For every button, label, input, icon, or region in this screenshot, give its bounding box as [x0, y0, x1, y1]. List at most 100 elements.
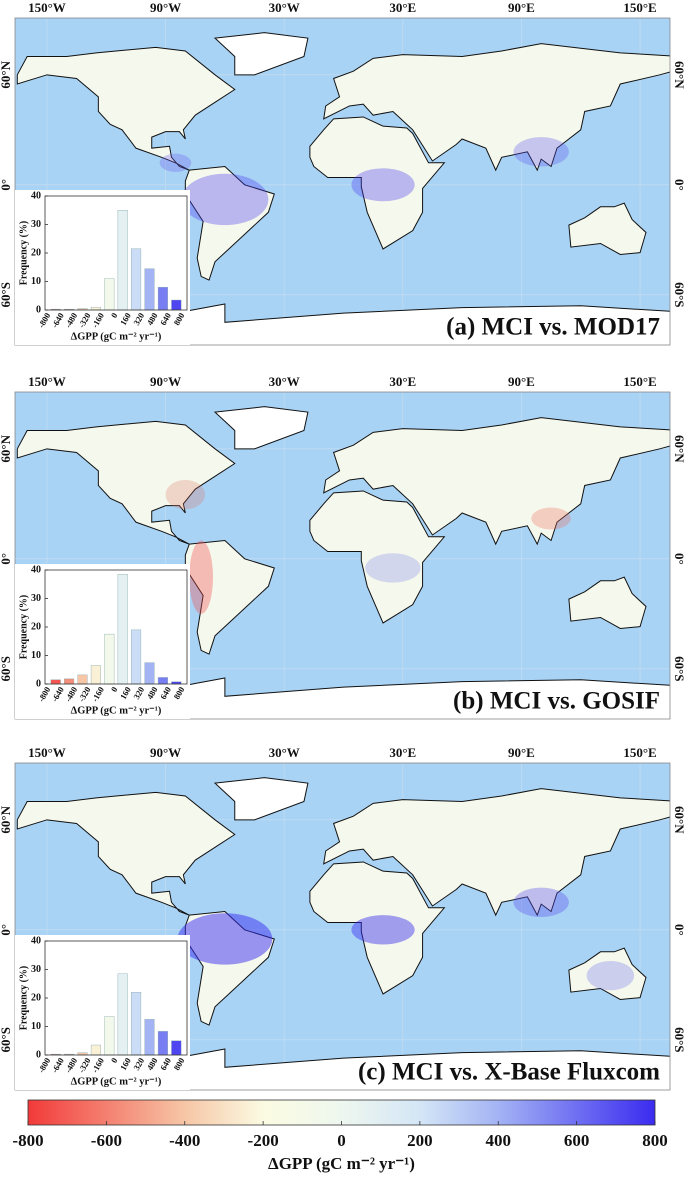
x-tick-label: 0 [109, 1056, 120, 1065]
colorbar [27, 1099, 656, 1126]
y-tick-label: 10 [31, 276, 41, 287]
gpp-patch [531, 507, 571, 530]
colorbar-tick-label: 200 [407, 1131, 433, 1150]
lon-label: 30°W [269, 745, 300, 760]
inset-background [15, 935, 190, 1090]
map-frame [14, 391, 671, 720]
lat-label: 60°S [672, 656, 685, 681]
bar [104, 633, 115, 685]
y-tick-label: 40 [31, 935, 41, 946]
y-tick-label: 30 [31, 593, 41, 604]
lat-label: 0° [672, 179, 685, 191]
x-axis-label: ΔGPP (gC m⁻² yr⁻¹) [71, 1076, 162, 1087]
continent [309, 116, 446, 250]
y-axis-label: Frequency (%) [18, 595, 29, 660]
lon-label: 150°W [28, 374, 66, 389]
lon-label: 90°W [150, 0, 181, 15]
continent [568, 947, 647, 1000]
lat-label: 60°S [672, 1027, 685, 1052]
gpp-patch [165, 479, 206, 510]
lat-label: 0° [0, 924, 13, 936]
continent [16, 420, 236, 545]
bar [90, 306, 101, 311]
panel-title: (b) MCI vs. GOSIF [453, 688, 660, 715]
x-axis-label: ΔGPP (gC m⁻² yr⁻¹) [71, 331, 162, 342]
lat-label: 60°N [672, 806, 685, 834]
bar [171, 299, 182, 311]
lat-label: 60°N [672, 435, 685, 463]
lat-label: 60°N [0, 434, 13, 462]
gpp-patch [586, 960, 635, 991]
bar [104, 278, 115, 311]
bar [144, 268, 155, 311]
gpp-patch [513, 887, 569, 917]
y-tick-label: 20 [31, 992, 41, 1003]
bar [90, 665, 101, 685]
bar [117, 574, 128, 685]
bar [131, 629, 142, 685]
colorbar-tick-label: 800 [642, 1131, 668, 1150]
bar [157, 1031, 168, 1056]
y-tick-label: 20 [31, 621, 41, 632]
colorbar-tick-label: -600 [91, 1131, 122, 1150]
plot-frame [44, 569, 188, 685]
plot-frame [44, 940, 188, 1056]
continent [309, 490, 446, 624]
y-tick-label: 20 [31, 247, 41, 258]
lat-label: 0° [672, 924, 685, 936]
y-tick-label: 10 [31, 1021, 41, 1032]
gpp-patch [177, 913, 273, 965]
lon-label: 90°E [508, 745, 535, 760]
map-frame [14, 17, 671, 346]
x-tick-label: 0 [109, 685, 120, 694]
colorbar-tick-label: 0 [337, 1131, 346, 1150]
lon-label: 90°E [508, 374, 535, 389]
bar [131, 992, 142, 1056]
continent [16, 791, 236, 916]
gpp-patch [365, 553, 421, 583]
lat-label: 60°N [672, 61, 685, 89]
bar [171, 1040, 182, 1056]
lat-label: 60°N [0, 805, 13, 833]
y-tick-label: 10 [31, 650, 41, 661]
y-tick-label: 40 [31, 190, 41, 201]
gpp-patch [159, 153, 192, 172]
inset-background [15, 190, 190, 345]
bar [117, 210, 128, 311]
panel-title: (a) MCI vs. MOD17 [446, 314, 660, 341]
lon-label: 90°W [150, 374, 181, 389]
continent [568, 576, 647, 629]
bar [50, 679, 61, 685]
lon-label: 30°E [389, 745, 416, 760]
lon-label: 30°W [269, 374, 300, 389]
lat-label: 0° [0, 179, 13, 191]
colorbar-tick-label: -400 [169, 1131, 200, 1150]
continent [16, 46, 236, 171]
continent [568, 202, 647, 255]
gpp-patch [181, 173, 269, 226]
lon-label: 30°E [389, 0, 416, 15]
colorbar-tick-label: 600 [564, 1131, 590, 1150]
plot-frame [44, 195, 188, 311]
map-panel: 150°W 90°W 30°W 30°E 90°E 150°E 60°N 60°N 0° 0° 60… [0, 374, 685, 720]
lat-label: 60°S [0, 656, 13, 681]
gpp-patch [513, 137, 569, 167]
bar [64, 678, 75, 685]
bar [144, 662, 155, 685]
inset-background [15, 564, 190, 719]
map-panel: 150°W 90°W 30°W 30°E 90°E 150°E 60°N 60°N 0° 0° 60… [0, 0, 685, 346]
colorbar-tick-label: -800 [12, 1131, 43, 1150]
bar [131, 248, 142, 311]
bar [157, 287, 168, 311]
bar [144, 1019, 155, 1056]
lon-label: 150°W [28, 745, 66, 760]
y-axis-label: Frequency (%) [18, 221, 29, 286]
colorbar-label: ΔGPP (gC m⁻² yr⁻¹) [268, 1154, 415, 1173]
ice-sheet [213, 777, 309, 821]
lat-label: 60°S [672, 282, 685, 307]
bar [77, 674, 88, 685]
lon-label: 90°E [508, 0, 535, 15]
bar [117, 973, 128, 1056]
y-axis-label: Frequency (%) [18, 966, 29, 1031]
